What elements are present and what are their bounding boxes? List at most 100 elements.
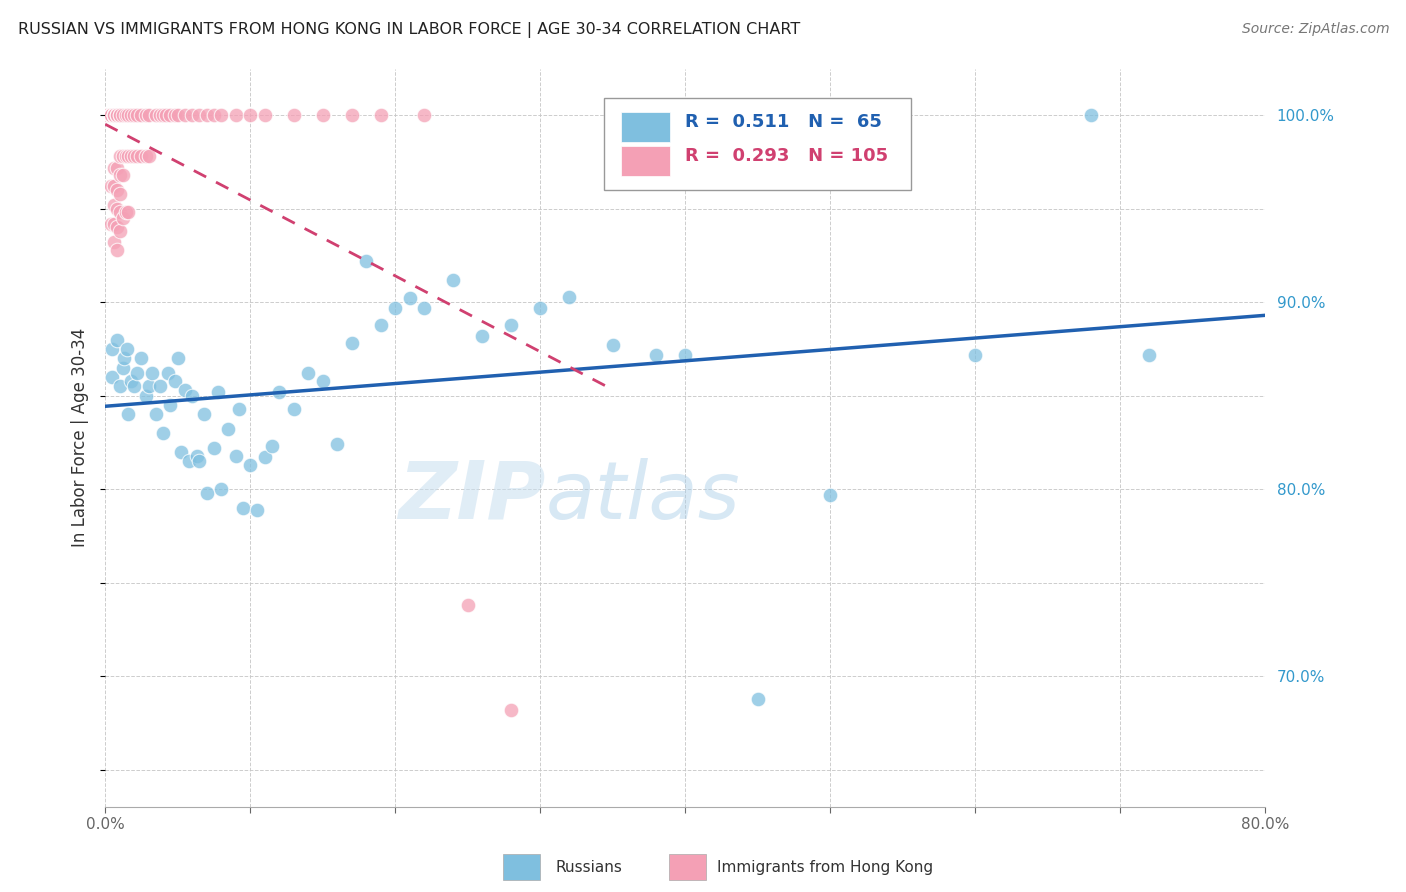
Point bbox=[100, 108, 122, 122]
Point bbox=[202, 108, 225, 122]
Point bbox=[111, 360, 134, 375]
Point bbox=[156, 366, 179, 380]
Point bbox=[97, 108, 120, 122]
Point bbox=[100, 108, 122, 122]
Point bbox=[283, 108, 305, 122]
Point bbox=[112, 351, 135, 366]
Point bbox=[127, 149, 149, 163]
Point bbox=[159, 108, 181, 122]
Point bbox=[100, 179, 122, 194]
Point bbox=[207, 384, 229, 399]
Point bbox=[97, 108, 120, 122]
Point bbox=[179, 454, 201, 468]
Text: atlas: atlas bbox=[546, 458, 741, 536]
Point bbox=[117, 408, 139, 422]
Point bbox=[97, 108, 120, 122]
Point bbox=[138, 149, 160, 163]
Point bbox=[471, 329, 494, 343]
Point bbox=[122, 149, 145, 163]
Point bbox=[152, 426, 174, 441]
Point bbox=[239, 458, 262, 472]
Point bbox=[103, 179, 125, 194]
Point bbox=[114, 149, 136, 163]
Point bbox=[108, 108, 131, 122]
Point bbox=[120, 374, 142, 388]
Point bbox=[97, 108, 120, 122]
Point bbox=[225, 449, 247, 463]
Text: RUSSIAN VS IMMIGRANTS FROM HONG KONG IN LABOR FORCE | AGE 30-34 CORRELATION CHAR: RUSSIAN VS IMMIGRANTS FROM HONG KONG IN … bbox=[18, 22, 800, 38]
Point bbox=[105, 161, 128, 175]
Point bbox=[195, 486, 218, 500]
Point bbox=[105, 243, 128, 257]
Point bbox=[114, 108, 136, 122]
Point bbox=[122, 108, 145, 122]
Point bbox=[209, 482, 232, 496]
Point bbox=[97, 108, 120, 122]
Point bbox=[97, 108, 120, 122]
Point bbox=[232, 500, 254, 515]
Point bbox=[127, 108, 149, 122]
Point bbox=[253, 450, 276, 465]
Point bbox=[145, 408, 167, 422]
Point bbox=[100, 108, 122, 122]
Point bbox=[108, 149, 131, 163]
Point bbox=[108, 168, 131, 182]
Point bbox=[103, 108, 125, 122]
Point bbox=[108, 224, 131, 238]
Point bbox=[103, 108, 125, 122]
Point bbox=[195, 108, 218, 122]
Point bbox=[166, 351, 188, 366]
Point bbox=[103, 108, 125, 122]
Point bbox=[100, 108, 122, 122]
Point bbox=[225, 108, 247, 122]
Point bbox=[138, 379, 160, 393]
Point bbox=[963, 347, 986, 361]
Point bbox=[111, 168, 134, 182]
FancyBboxPatch shape bbox=[621, 146, 671, 176]
Point bbox=[115, 342, 138, 356]
Point bbox=[105, 333, 128, 347]
Y-axis label: In Labor Force | Age 30-34: In Labor Force | Age 30-34 bbox=[72, 328, 89, 548]
Point bbox=[269, 384, 291, 399]
Point bbox=[145, 108, 167, 122]
Point bbox=[501, 703, 523, 717]
Point bbox=[413, 301, 436, 315]
Point bbox=[163, 108, 186, 122]
Point bbox=[105, 183, 128, 197]
Point bbox=[311, 108, 333, 122]
Point bbox=[253, 108, 276, 122]
Point bbox=[169, 444, 191, 458]
Text: Immigrants from Hong Kong: Immigrants from Hong Kong bbox=[717, 860, 934, 874]
Point bbox=[120, 108, 142, 122]
Point bbox=[217, 422, 239, 436]
Point bbox=[97, 108, 120, 122]
Point bbox=[166, 108, 188, 122]
Point bbox=[122, 379, 145, 393]
Point bbox=[103, 217, 125, 231]
Point bbox=[108, 379, 131, 393]
Point bbox=[103, 108, 125, 122]
Point bbox=[326, 437, 349, 451]
Point bbox=[100, 108, 122, 122]
Point bbox=[114, 205, 136, 219]
Point bbox=[174, 383, 197, 397]
Point bbox=[135, 389, 157, 403]
Point bbox=[186, 449, 208, 463]
Point bbox=[1137, 347, 1160, 361]
Point bbox=[108, 108, 131, 122]
Point bbox=[100, 108, 122, 122]
Point bbox=[283, 401, 305, 416]
Point bbox=[100, 217, 122, 231]
Point bbox=[103, 161, 125, 175]
Point bbox=[100, 108, 122, 122]
Point bbox=[100, 108, 122, 122]
Point bbox=[239, 108, 262, 122]
Point bbox=[97, 108, 120, 122]
Point bbox=[529, 301, 551, 315]
Point bbox=[100, 108, 122, 122]
Point bbox=[97, 108, 120, 122]
Point bbox=[384, 301, 406, 315]
Point bbox=[131, 351, 153, 366]
Point bbox=[181, 108, 204, 122]
Point bbox=[101, 370, 124, 384]
